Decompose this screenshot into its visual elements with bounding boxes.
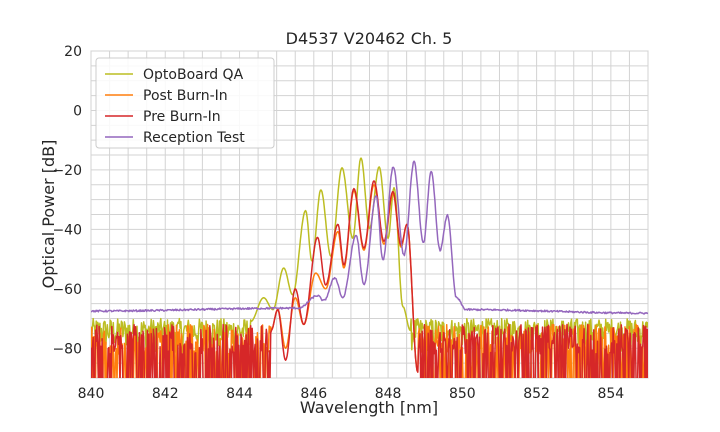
- y-tick-label: −40: [52, 222, 82, 238]
- chart-title: D4537 V20462 Ch. 5: [286, 29, 453, 48]
- x-tick-label: 844: [226, 386, 253, 402]
- legend-label: Post Burn-In: [143, 88, 228, 104]
- y-tick-label: −20: [52, 163, 82, 179]
- y-axis-label: Optical Power [dB]: [39, 140, 58, 289]
- y-tick-label: −60: [52, 282, 82, 298]
- x-tick-label: 846: [300, 386, 327, 402]
- series-line-reception-test: [91, 160, 648, 315]
- x-tick-label: 840: [78, 386, 105, 402]
- x-tick-label: 850: [449, 386, 476, 402]
- x-tick-label: 842: [152, 386, 179, 402]
- tick-labels: 840 842 844 846 848 850 852 854 20 0 −20 −40 −60 −80: [52, 44, 624, 402]
- series-lines: [91, 157, 648, 378]
- legend-box: [95, 57, 275, 149]
- y-tick-label: −80: [52, 341, 82, 357]
- y-tick-label: 0: [73, 103, 82, 119]
- legend-label: OptoBoard QA: [143, 67, 244, 83]
- x-tick-label: 854: [597, 386, 624, 402]
- y-tick-label: 20: [64, 44, 82, 60]
- series-line-pre-burn-in: [91, 180, 648, 378]
- x-tick-label: 852: [523, 386, 550, 402]
- legend-label: Pre Burn-In: [143, 109, 221, 125]
- legend: OptoBoard QA Post Burn-In Pre Burn-In Recep…: [95, 57, 275, 149]
- x-axis-label: Wavelength [nm]: [300, 398, 438, 417]
- x-tick-label: 848: [375, 386, 402, 402]
- legend-label: Reception Test: [143, 130, 245, 146]
- series-line-optoboard-qa: [91, 157, 648, 354]
